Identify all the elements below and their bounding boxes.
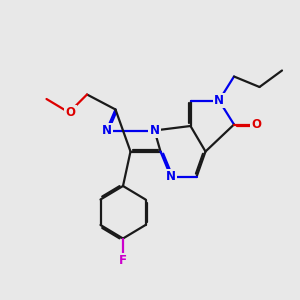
Text: F: F (119, 254, 127, 268)
Text: N: N (214, 94, 224, 107)
Text: O: O (65, 106, 76, 119)
Text: N: N (149, 124, 160, 137)
Text: N: N (101, 124, 112, 137)
Text: O: O (251, 118, 262, 131)
Text: N: N (166, 170, 176, 184)
